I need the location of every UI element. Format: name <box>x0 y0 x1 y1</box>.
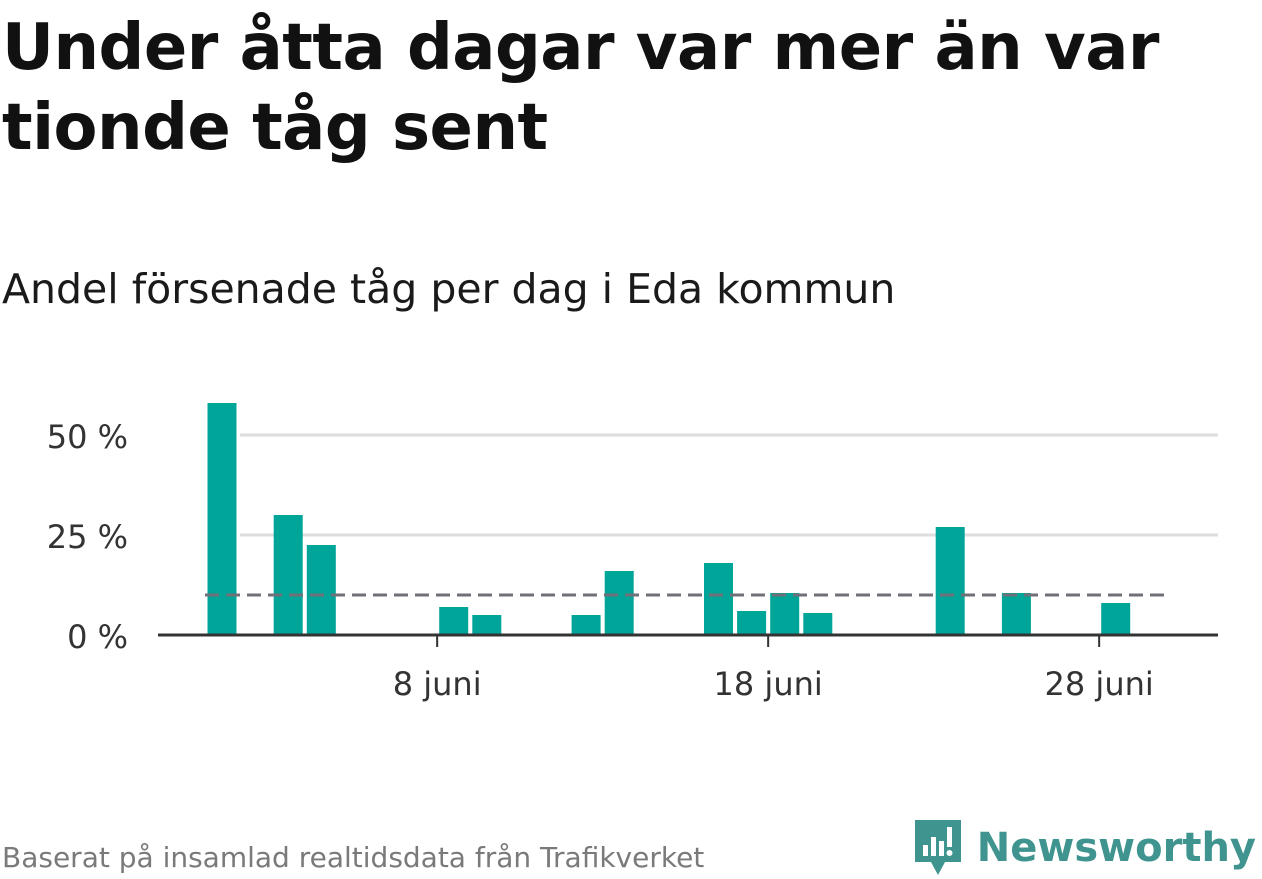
chart-subtitle: Andel försenade tåg per dag i Eda kommun <box>2 265 896 313</box>
bar <box>935 527 965 635</box>
bar <box>571 615 601 635</box>
bar <box>803 613 833 635</box>
brand-logo: Newsworthy <box>913 818 1256 878</box>
y-tick-label: 50 % <box>47 418 128 456</box>
bar <box>770 593 800 635</box>
bars <box>207 403 1131 635</box>
bar <box>604 571 634 635</box>
grid-lines <box>240 433 1218 537</box>
bar <box>306 545 336 635</box>
newsworthy-logo-icon <box>914 820 961 875</box>
y-tick-label: 0 % <box>67 618 128 656</box>
bar <box>737 611 767 635</box>
bar <box>207 403 237 635</box>
y-tick-label: 25 % <box>47 518 128 556</box>
x-axis-ticks: 8 juni 18 juni 28 juni <box>393 635 1154 703</box>
bar <box>472 615 502 635</box>
x-tick-label: 8 juni <box>393 665 482 703</box>
x-tick-label: 18 juni <box>714 665 823 703</box>
bar <box>1101 603 1131 635</box>
source-note: Baserat på insamlad realtidsdata från Tr… <box>2 841 705 874</box>
bar <box>1001 593 1031 635</box>
bar <box>439 607 469 635</box>
bar <box>273 515 303 635</box>
x-tick-label: 28 juni <box>1045 665 1154 703</box>
chart-title: Under åtta dagar var mer än var tionde t… <box>2 11 1159 165</box>
brand-name: Newsworthy <box>976 825 1256 871</box>
y-axis-tick-labels: 0 % 25 % 50 % <box>47 418 128 656</box>
bar <box>704 563 733 635</box>
